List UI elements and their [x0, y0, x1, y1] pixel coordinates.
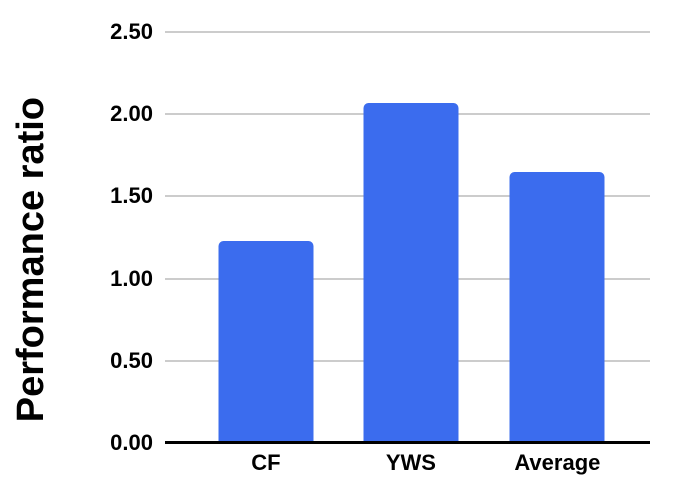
y-tick-label: 0.50 — [110, 347, 153, 373]
y-axis-ticks: 0.00 0.50 1.00 1.50 2.00 2.50 — [0, 19, 165, 455]
y-tick-label: 2.00 — [110, 101, 153, 127]
x-axis-labels: CF YWS Average — [165, 450, 650, 478]
y-tick-label: 0.00 — [110, 430, 153, 455]
x-category-label-cf: CF — [251, 450, 281, 475]
x-axis-line — [165, 441, 650, 444]
x-category-label-average: Average — [514, 450, 601, 475]
y-tick-label: 2.50 — [110, 19, 153, 44]
bar-yws[interactable] — [363, 102, 459, 443]
y-tick-label: 1.00 — [110, 265, 153, 291]
bar-cf[interactable] — [218, 240, 314, 443]
x-category-label-yws: YWS — [385, 450, 436, 475]
gridline — [165, 31, 650, 33]
bar-average[interactable] — [509, 171, 605, 443]
plot-area — [165, 31, 650, 444]
y-tick-label: 1.50 — [110, 183, 153, 209]
